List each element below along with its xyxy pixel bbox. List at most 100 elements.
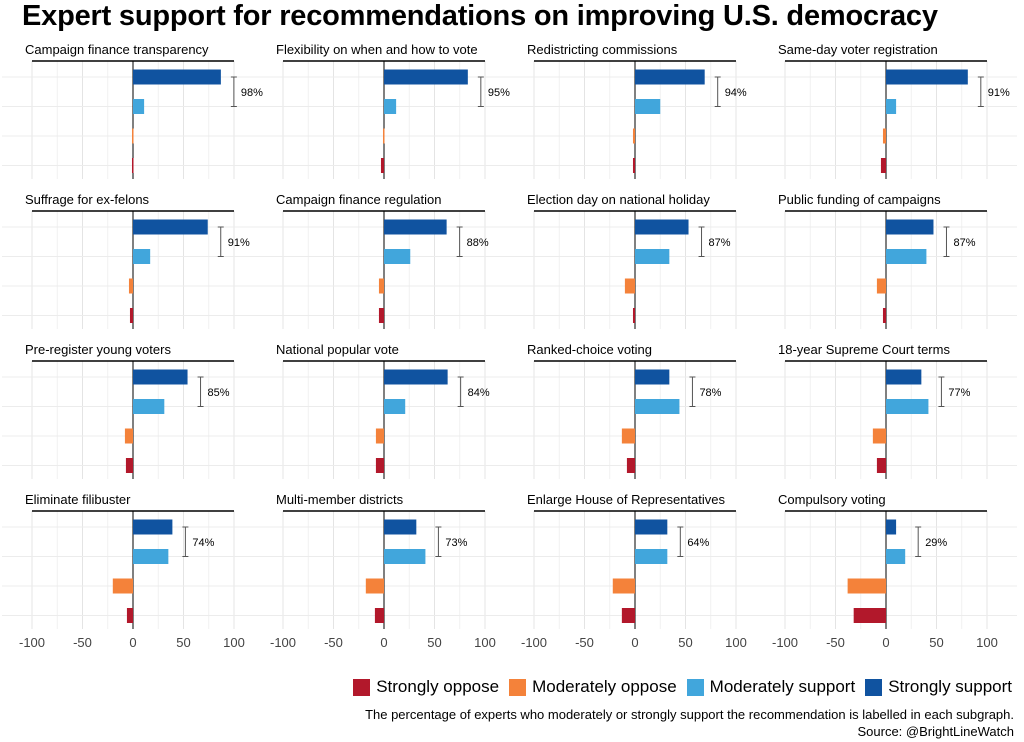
x-tick-label: -100 (19, 635, 45, 650)
bar-strongly-oppose (126, 608, 133, 623)
bar-moderately-oppose (131, 128, 134, 144)
legend-item-moderately-support: Moderately support (686, 677, 856, 697)
bar-strongly-support (635, 519, 668, 535)
x-tick-label: 100 (474, 635, 496, 650)
x-tick-label: 50 (176, 635, 190, 650)
bar-moderately-support (133, 249, 151, 264)
support-percent-label: 91% (228, 237, 250, 249)
legend-swatch (865, 678, 883, 696)
support-percent-label: 94% (725, 87, 747, 99)
bar-strongly-support (133, 519, 173, 535)
bar-strongly-oppose (632, 158, 635, 173)
panel-title: Ranked-choice voting (527, 342, 652, 357)
bar-strongly-oppose (131, 158, 134, 173)
support-percent-label: 91% (988, 87, 1010, 99)
panel-title: Compulsory voting (778, 492, 886, 507)
x-tick-label: 50 (427, 635, 441, 650)
support-percent-label: 85% (208, 387, 230, 399)
bar-moderately-support (635, 549, 668, 564)
bar-strongly-oppose (853, 608, 886, 623)
bar-strongly-oppose (378, 308, 384, 323)
bar-strongly-support (133, 69, 221, 85)
bar-strongly-oppose (880, 158, 886, 173)
panel-title: Election day on national holiday (527, 192, 710, 207)
bar-strongly-oppose (632, 308, 635, 323)
bar-strongly-oppose (375, 458, 384, 473)
support-percent-label: 95% (488, 87, 510, 99)
bar-strongly-support (384, 219, 447, 235)
bar-strongly-support (384, 369, 448, 385)
x-tick-label: -100 (521, 635, 547, 650)
support-percent-label: 64% (687, 537, 709, 549)
support-percent-label: 87% (709, 237, 731, 249)
caption-note: The percentage of experts who moderately… (365, 707, 1014, 722)
panel-title: Campaign finance regulation (276, 192, 442, 207)
x-tick-label: 0 (631, 635, 638, 650)
bar-strongly-oppose (876, 458, 886, 473)
bar-moderately-oppose (128, 278, 133, 294)
x-tick-label: 0 (380, 635, 387, 650)
panel-title: Suffrage for ex-felons (25, 192, 150, 207)
bar-moderately-oppose (124, 428, 133, 444)
bar-strongly-oppose (129, 308, 133, 323)
x-tick-label: 100 (976, 635, 998, 650)
support-percent-label: 74% (192, 537, 214, 549)
bar-moderately-oppose (876, 278, 886, 294)
bar-moderately-oppose (382, 128, 385, 144)
legend-swatch (509, 678, 527, 696)
bar-moderately-oppose (847, 578, 886, 594)
bar-moderately-support (384, 399, 406, 414)
support-percent-label: 77% (948, 387, 970, 399)
bar-strongly-support (384, 519, 417, 535)
bar-moderately-oppose (632, 128, 635, 144)
bar-moderately-support (133, 399, 165, 414)
bar-strongly-support (635, 219, 689, 235)
panel-title: Eliminate filibuster (25, 492, 131, 507)
bar-moderately-oppose (365, 578, 384, 594)
support-percent-label: 87% (953, 237, 975, 249)
legend-label: Moderately support (709, 677, 856, 696)
legend-label: Strongly oppose (376, 677, 500, 696)
bar-strongly-oppose (626, 458, 635, 473)
x-tick-label: 100 (725, 635, 747, 650)
bar-strongly-support (133, 219, 208, 235)
bar-strongly-support (886, 69, 968, 85)
x-tick-label: 100 (223, 635, 245, 650)
bar-moderately-support (886, 249, 927, 264)
support-percent-label: 73% (445, 537, 467, 549)
panel-title: Redistricting commissions (527, 42, 678, 57)
bar-moderately-oppose (872, 428, 886, 444)
x-tick-label: -50 (73, 635, 92, 650)
bar-strongly-oppose (380, 158, 384, 173)
x-tick-label: 50 (929, 635, 943, 650)
support-percent-label: 78% (699, 387, 721, 399)
bar-moderately-support (384, 99, 397, 114)
x-tick-label: 0 (129, 635, 136, 650)
legend-label: Strongly support (888, 677, 1012, 696)
legend-swatch (353, 678, 371, 696)
bar-moderately-support (635, 249, 670, 264)
support-percent-label: 88% (467, 237, 489, 249)
x-tick-label: -100 (270, 635, 296, 650)
source-note: Source: @BrightLineWatch (857, 724, 1014, 739)
bar-moderately-oppose (375, 428, 384, 444)
bar-strongly-support (384, 69, 468, 85)
x-tick-label: -50 (575, 635, 594, 650)
bar-moderately-oppose (624, 278, 635, 294)
bar-moderately-oppose (621, 428, 635, 444)
panel-title: 18-year Supreme Court terms (778, 342, 950, 357)
panel-title: Enlarge House of Representatives (527, 492, 726, 507)
panel-title: Multi-member districts (276, 492, 404, 507)
x-tick-label: -100 (772, 635, 798, 650)
bar-strongly-support (886, 519, 897, 535)
x-tick-label: 50 (678, 635, 692, 650)
bar-strongly-support (635, 69, 705, 85)
bar-moderately-oppose (378, 278, 384, 294)
bar-moderately-support (133, 99, 145, 114)
bar-moderately-support (635, 99, 661, 114)
panel-title: Campaign finance transparency (25, 42, 209, 57)
bar-strongly-support (635, 369, 670, 385)
panel-title: Same-day voter registration (778, 42, 938, 57)
panel-title: Public funding of campaigns (778, 192, 941, 207)
bar-moderately-support (133, 549, 169, 564)
